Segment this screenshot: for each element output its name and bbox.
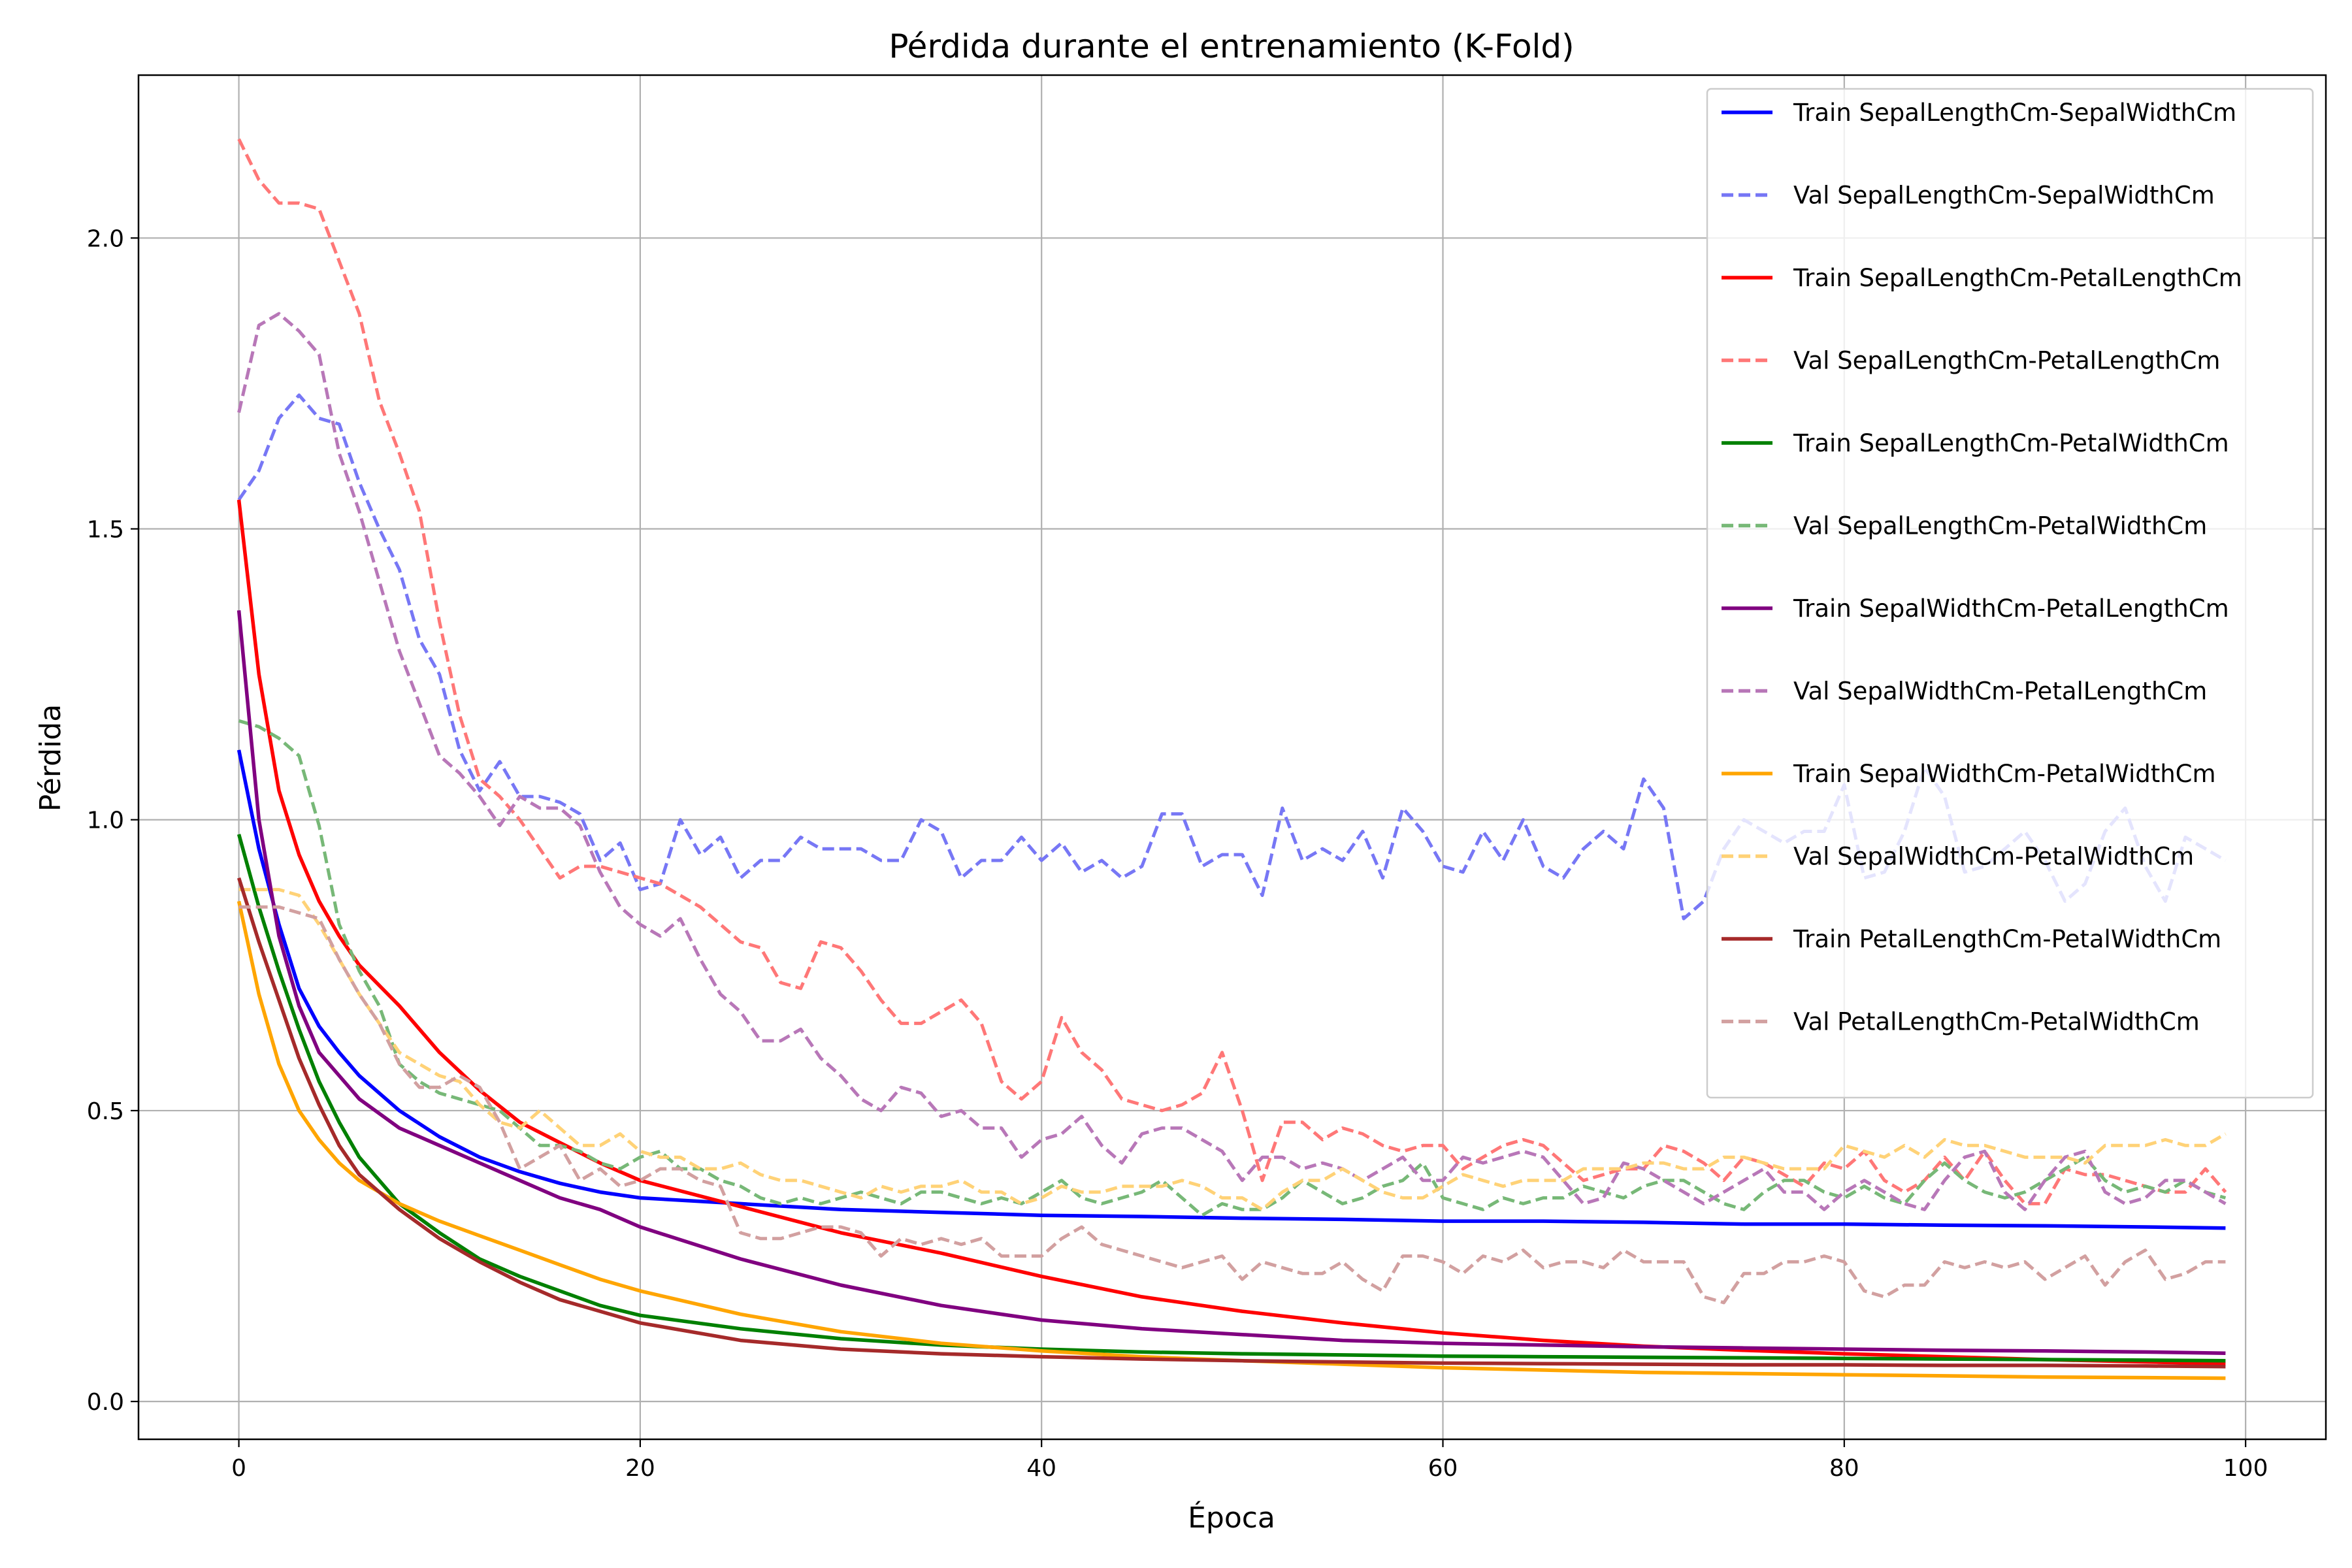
- legend: Train SepalLengthCm-SepalWidthCm Val Sepa…: [1706, 88, 2314, 1099]
- series-line-11: [238, 905, 2226, 1305]
- y-axis-label: Pérdida: [34, 704, 67, 811]
- x-tick-label: 80: [1829, 1455, 1859, 1482]
- y-tick-label: 0.0: [87, 1389, 124, 1416]
- legend-label: Train SepalLengthCm-PetalWidthCm: [1793, 429, 2229, 457]
- x-tick-label: 0: [231, 1455, 246, 1482]
- series-line-4: [237, 834, 2226, 1363]
- x-tick-label: 60: [1428, 1455, 1458, 1482]
- series-line-7: [237, 312, 2227, 1211]
- legend-label: Train SepalLengthCm-PetalLengthCm: [1793, 264, 2242, 292]
- y-tick-label: 0.5: [87, 1098, 124, 1125]
- legend-label: Train SepalWidthCm-PetalLengthCm: [1793, 595, 2229, 623]
- legend-label: Train SepalLengthCm-SepalWidthCm: [1793, 99, 2236, 127]
- legend-box: [1706, 88, 2314, 1099]
- axis-ticks: 0 20 40 60 80 100 0.0 0.5 1.0 1.5 2.0: [87, 225, 2268, 1482]
- y-tick-label: 1.5: [87, 517, 124, 544]
- series-line-8: [237, 900, 2226, 1380]
- series-line-10: [237, 877, 2226, 1369]
- x-tick-label: 100: [2223, 1455, 2268, 1482]
- series-line-0: [237, 749, 2226, 1230]
- legend-label: Val SepalLengthCm-PetalLengthCm: [1793, 347, 2220, 375]
- series-line-3: [237, 138, 2227, 1205]
- legend-label: Val SepalLengthCm-SepalWidthCm: [1793, 182, 2215, 210]
- chart-title: Pérdida durante el entrenamiento (K-Fold…: [889, 27, 1574, 65]
- series-line-2: [237, 499, 2226, 1365]
- legend-label: Val SepalLengthCm-PetalWidthCm: [1793, 512, 2207, 540]
- series-line-9: [238, 888, 2227, 1211]
- legend-label: Val SepalWidthCm-PetalWidthCm: [1793, 843, 2194, 871]
- legend-label: Train SepalWidthCm-PetalWidthCm: [1793, 760, 2216, 788]
- x-tick-label: 40: [1026, 1455, 1056, 1482]
- plot-frame: [137, 74, 2327, 1441]
- y-tick-label: 2.0: [87, 225, 124, 252]
- legend-label: Train PetalLengthCm-PetalWidthCm: [1793, 925, 2221, 953]
- legend-label: Val SepalWidthCm-PetalLengthCm: [1793, 678, 2207, 706]
- series-line-5: [238, 719, 2227, 1217]
- y-tick-label: 1.0: [87, 808, 124, 834]
- legend-label: Val PetalLengthCm-PetalWidthCm: [1793, 1008, 2200, 1036]
- series-line-6: [237, 610, 2226, 1355]
- x-tick-label: 20: [625, 1455, 655, 1482]
- x-axis-label: Época: [1188, 1500, 1275, 1535]
- series-lines: [237, 138, 2227, 1380]
